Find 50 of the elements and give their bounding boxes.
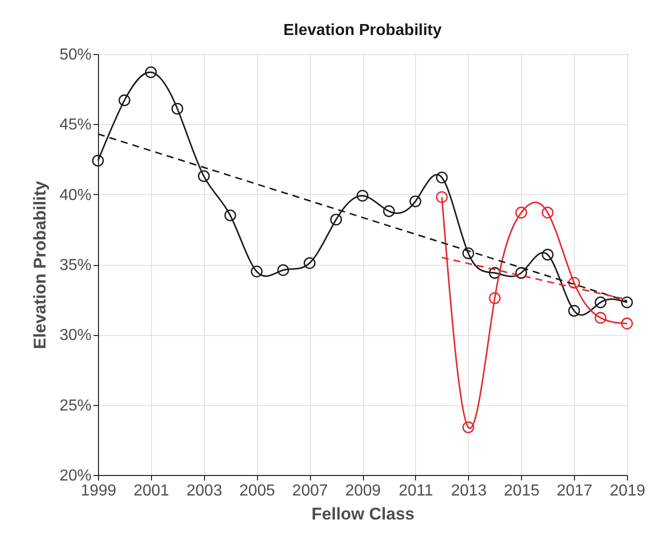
point bbox=[462, 247, 474, 260]
x-tick-label: 2003 bbox=[186, 482, 222, 500]
point bbox=[145, 66, 157, 78]
point bbox=[621, 296, 633, 308]
x-tick-label: 2015 bbox=[504, 482, 540, 500]
point bbox=[277, 264, 290, 276]
point bbox=[568, 276, 580, 289]
y-tick-label: 30% bbox=[59, 327, 92, 344]
point bbox=[198, 170, 210, 182]
x-tick-label: 2011 bbox=[398, 482, 434, 500]
y-tick-label: 35% bbox=[59, 257, 92, 274]
x-tick-label: 1999 bbox=[80, 482, 116, 500]
x-tick-label: 2019 bbox=[610, 482, 646, 500]
x-axis-title: Fellow Class bbox=[312, 504, 414, 524]
chart-title: Elevation Probability bbox=[283, 22, 442, 39]
x-tick-label: 2017 bbox=[556, 482, 592, 500]
point bbox=[594, 312, 606, 324]
point bbox=[568, 304, 580, 317]
y-tick-label: 50% bbox=[59, 46, 92, 64]
point bbox=[488, 292, 501, 304]
y-axis-title: Elevation Probability bbox=[30, 180, 50, 350]
point bbox=[383, 205, 395, 218]
y-tick-label: 25% bbox=[59, 397, 92, 414]
y-tick-label: 45% bbox=[59, 116, 92, 134]
x-tick-label: 2007 bbox=[292, 482, 328, 500]
point bbox=[224, 210, 236, 222]
point bbox=[515, 267, 528, 279]
point bbox=[410, 195, 422, 208]
x-tick-label: 2005 bbox=[239, 482, 276, 500]
point bbox=[436, 172, 448, 184]
point bbox=[330, 214, 342, 226]
point bbox=[462, 421, 474, 434]
x-tick-label: 2013 bbox=[451, 482, 487, 500]
point bbox=[542, 206, 554, 218]
y-tick-label: 20% bbox=[59, 468, 92, 484]
point bbox=[621, 318, 633, 330]
point bbox=[356, 190, 368, 202]
point bbox=[250, 266, 263, 278]
y-tick-label: 40% bbox=[59, 186, 92, 204]
point bbox=[542, 248, 554, 261]
point bbox=[436, 191, 448, 204]
x-tick-label: 2009 bbox=[345, 482, 381, 500]
point bbox=[515, 206, 528, 218]
point bbox=[171, 102, 184, 115]
point bbox=[594, 296, 606, 308]
point bbox=[118, 94, 130, 106]
point bbox=[304, 257, 316, 269]
point bbox=[488, 267, 501, 279]
x-tick-label: 2001 bbox=[134, 482, 170, 500]
point bbox=[92, 154, 104, 167]
